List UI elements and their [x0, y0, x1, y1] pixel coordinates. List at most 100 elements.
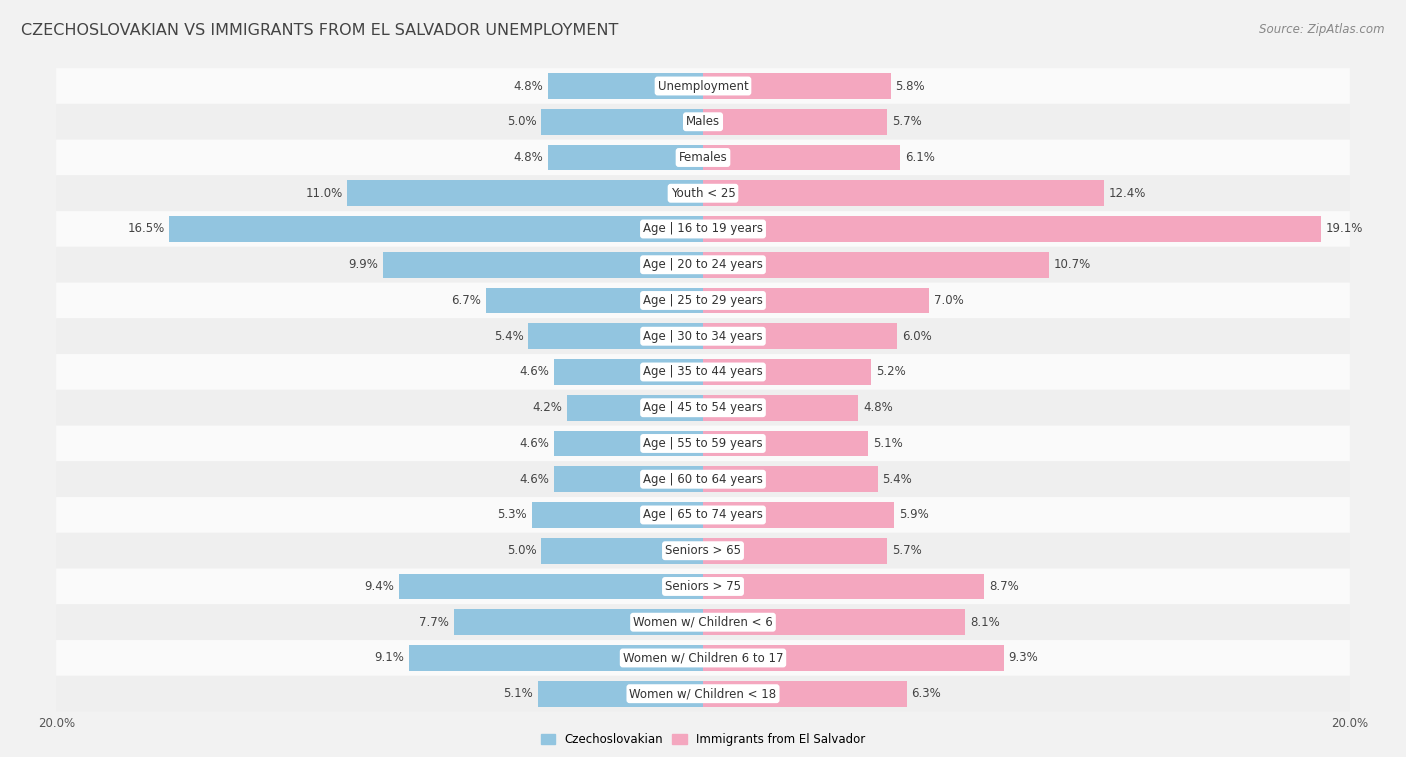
Bar: [703, 180, 1104, 206]
Bar: [399, 574, 703, 600]
Bar: [541, 109, 703, 135]
Text: 5.7%: 5.7%: [893, 115, 922, 128]
FancyBboxPatch shape: [56, 139, 1350, 176]
Bar: [529, 323, 703, 349]
Bar: [703, 145, 900, 170]
FancyBboxPatch shape: [56, 68, 1350, 104]
Text: 4.8%: 4.8%: [513, 151, 543, 164]
Bar: [531, 502, 703, 528]
Text: Seniors > 65: Seniors > 65: [665, 544, 741, 557]
Text: 11.0%: 11.0%: [305, 187, 343, 200]
Text: 4.6%: 4.6%: [520, 437, 550, 450]
FancyBboxPatch shape: [56, 640, 1350, 676]
Text: 5.1%: 5.1%: [503, 687, 533, 700]
Bar: [170, 217, 703, 242]
Text: 5.4%: 5.4%: [494, 330, 523, 343]
Text: 4.6%: 4.6%: [520, 366, 550, 378]
Text: Age | 35 to 44 years: Age | 35 to 44 years: [643, 366, 763, 378]
Bar: [554, 359, 703, 385]
Text: 6.0%: 6.0%: [901, 330, 932, 343]
Text: 5.0%: 5.0%: [506, 115, 537, 128]
Text: 8.1%: 8.1%: [970, 615, 1000, 629]
Text: Age | 30 to 34 years: Age | 30 to 34 years: [643, 330, 763, 343]
Text: 4.8%: 4.8%: [513, 79, 543, 92]
Text: 9.1%: 9.1%: [374, 652, 404, 665]
Bar: [548, 145, 703, 170]
Text: 10.7%: 10.7%: [1054, 258, 1091, 271]
Bar: [554, 431, 703, 456]
FancyBboxPatch shape: [56, 604, 1350, 640]
Text: 5.1%: 5.1%: [873, 437, 903, 450]
Bar: [454, 609, 703, 635]
Text: Age | 60 to 64 years: Age | 60 to 64 years: [643, 472, 763, 486]
FancyBboxPatch shape: [56, 211, 1350, 247]
Text: Women w/ Children < 6: Women w/ Children < 6: [633, 615, 773, 629]
FancyBboxPatch shape: [56, 104, 1350, 139]
Text: Age | 20 to 24 years: Age | 20 to 24 years: [643, 258, 763, 271]
Bar: [382, 252, 703, 278]
Text: 4.6%: 4.6%: [520, 472, 550, 486]
Text: 5.4%: 5.4%: [883, 472, 912, 486]
FancyBboxPatch shape: [56, 425, 1350, 461]
FancyBboxPatch shape: [56, 390, 1350, 425]
Bar: [703, 323, 897, 349]
Text: Age | 65 to 74 years: Age | 65 to 74 years: [643, 509, 763, 522]
Bar: [541, 538, 703, 563]
FancyBboxPatch shape: [56, 247, 1350, 282]
Text: Seniors > 75: Seniors > 75: [665, 580, 741, 593]
Bar: [703, 109, 887, 135]
Bar: [703, 681, 907, 706]
Bar: [703, 466, 877, 492]
Text: Youth < 25: Youth < 25: [671, 187, 735, 200]
FancyBboxPatch shape: [56, 176, 1350, 211]
Text: 6.3%: 6.3%: [911, 687, 942, 700]
Bar: [554, 466, 703, 492]
Bar: [538, 681, 703, 706]
Text: 9.4%: 9.4%: [364, 580, 394, 593]
Text: 4.8%: 4.8%: [863, 401, 893, 414]
FancyBboxPatch shape: [56, 569, 1350, 604]
Text: Age | 45 to 54 years: Age | 45 to 54 years: [643, 401, 763, 414]
Text: Females: Females: [679, 151, 727, 164]
Bar: [347, 180, 703, 206]
Text: Source: ZipAtlas.com: Source: ZipAtlas.com: [1260, 23, 1385, 36]
FancyBboxPatch shape: [56, 354, 1350, 390]
Text: Unemployment: Unemployment: [658, 79, 748, 92]
Bar: [703, 252, 1049, 278]
Bar: [567, 395, 703, 421]
FancyBboxPatch shape: [56, 461, 1350, 497]
Text: Women w/ Children 6 to 17: Women w/ Children 6 to 17: [623, 652, 783, 665]
Text: 6.7%: 6.7%: [451, 294, 481, 307]
Bar: [703, 538, 887, 563]
Bar: [409, 645, 703, 671]
Text: 4.2%: 4.2%: [533, 401, 562, 414]
Text: Age | 55 to 59 years: Age | 55 to 59 years: [643, 437, 763, 450]
Text: 5.8%: 5.8%: [896, 79, 925, 92]
Text: Age | 16 to 19 years: Age | 16 to 19 years: [643, 223, 763, 235]
Text: 6.1%: 6.1%: [905, 151, 935, 164]
Text: 7.0%: 7.0%: [934, 294, 965, 307]
Text: 12.4%: 12.4%: [1109, 187, 1146, 200]
Text: Women w/ Children < 18: Women w/ Children < 18: [630, 687, 776, 700]
FancyBboxPatch shape: [56, 676, 1350, 712]
FancyBboxPatch shape: [56, 319, 1350, 354]
Bar: [703, 574, 984, 600]
Bar: [703, 359, 872, 385]
Text: 5.0%: 5.0%: [506, 544, 537, 557]
Bar: [548, 73, 703, 99]
Text: 8.7%: 8.7%: [990, 580, 1019, 593]
Bar: [703, 609, 965, 635]
Text: 5.3%: 5.3%: [498, 509, 527, 522]
Bar: [703, 502, 894, 528]
Text: Age | 25 to 29 years: Age | 25 to 29 years: [643, 294, 763, 307]
Bar: [486, 288, 703, 313]
Bar: [703, 395, 858, 421]
Text: CZECHOSLOVAKIAN VS IMMIGRANTS FROM EL SALVADOR UNEMPLOYMENT: CZECHOSLOVAKIAN VS IMMIGRANTS FROM EL SA…: [21, 23, 619, 38]
Text: 5.7%: 5.7%: [893, 544, 922, 557]
Legend: Czechoslovakian, Immigrants from El Salvador: Czechoslovakian, Immigrants from El Salv…: [536, 728, 870, 751]
Text: 16.5%: 16.5%: [128, 223, 165, 235]
FancyBboxPatch shape: [56, 533, 1350, 569]
Text: 5.2%: 5.2%: [876, 366, 905, 378]
Text: 7.7%: 7.7%: [419, 615, 449, 629]
Bar: [703, 645, 1004, 671]
